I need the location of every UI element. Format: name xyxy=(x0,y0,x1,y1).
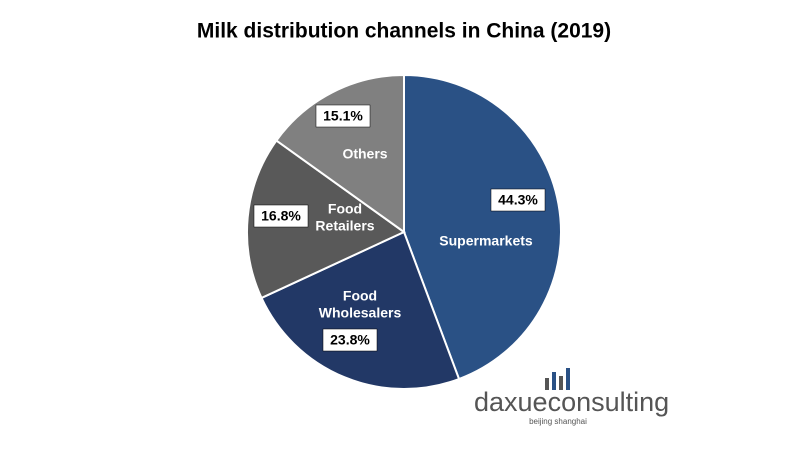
slice-label: Food Retailers xyxy=(315,200,374,233)
value-label: 16.8% xyxy=(261,208,301,224)
logo: daxueconsulting beijing shanghai xyxy=(474,368,669,426)
value-label-box xyxy=(322,328,378,352)
pie-slice xyxy=(246,139,406,300)
slice-label: Supermarkets xyxy=(439,233,533,249)
value-label-box xyxy=(253,204,309,228)
logo-bar xyxy=(566,368,570,390)
value-label: 15.1% xyxy=(323,108,363,124)
logo-bar xyxy=(545,378,549,390)
logo-bar xyxy=(559,376,563,390)
pie-slice xyxy=(260,230,461,390)
pie-slice xyxy=(403,73,562,381)
slice-label: Food Wholesalers xyxy=(319,287,402,320)
value-label: 23.8% xyxy=(330,332,370,348)
chart-title: Milk distribution channels in China (201… xyxy=(197,20,611,43)
value-label: 44.3% xyxy=(498,192,538,208)
pie-slice xyxy=(275,73,405,234)
logo-tagline: beijing shanghai xyxy=(529,417,587,426)
slice-label: Others xyxy=(342,146,387,162)
logo-bar xyxy=(552,372,556,390)
logo-brand: daxueconsulting xyxy=(474,387,669,417)
value-label-box xyxy=(315,104,371,128)
value-label-box xyxy=(490,188,546,212)
